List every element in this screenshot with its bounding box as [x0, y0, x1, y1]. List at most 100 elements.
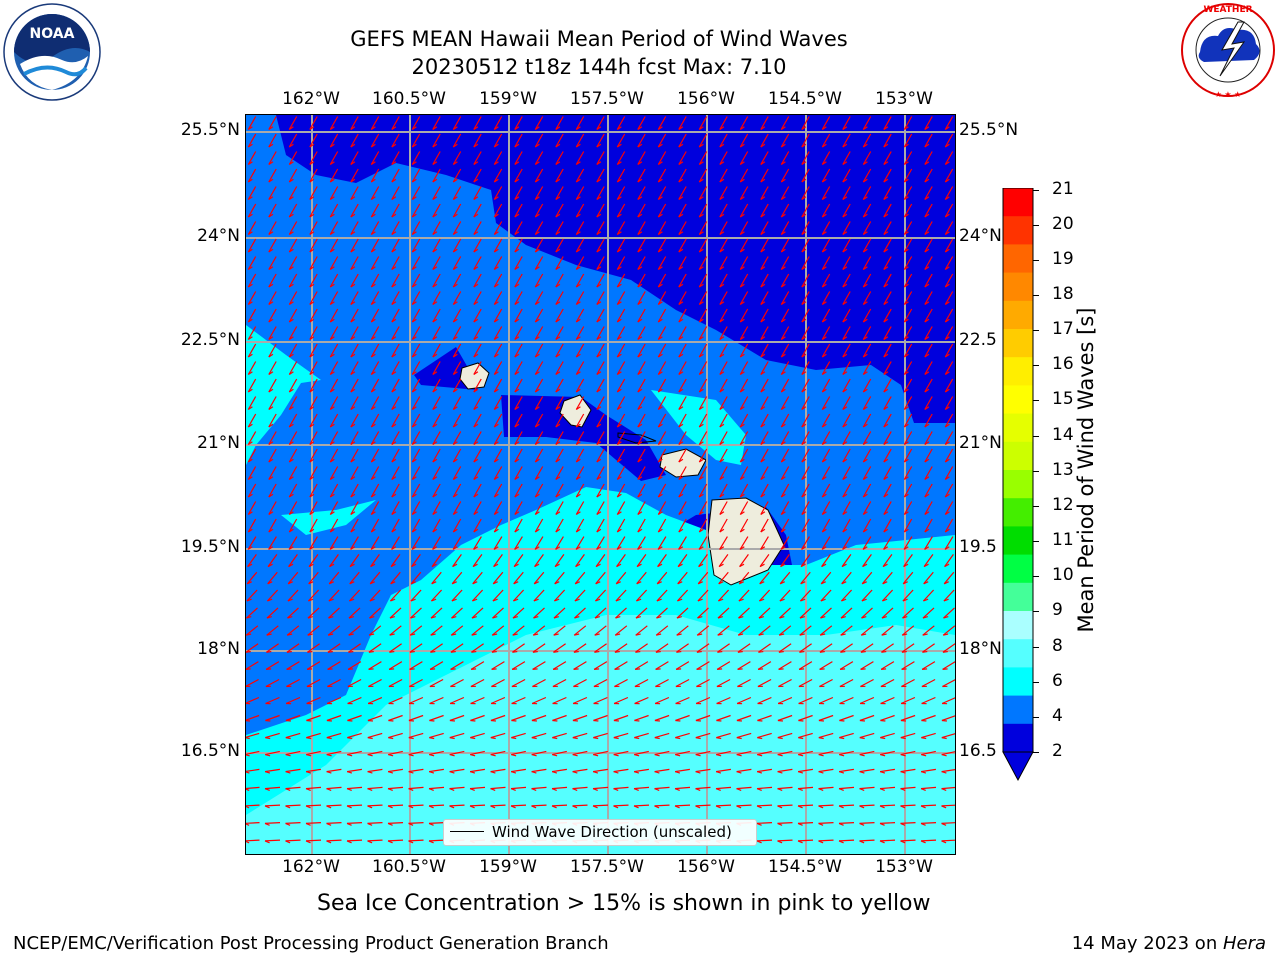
direction-arrow-head [739, 563, 745, 568]
direction-arrow [411, 413, 421, 428]
direction-arrow-head [575, 266, 581, 270]
direction-arrow [429, 661, 444, 670]
direction-arrow [534, 536, 544, 550]
direction-arrow-head [512, 650, 518, 653]
direction-arrow-head [842, 336, 848, 340]
direction-arrow [473, 203, 482, 218]
direction-arrow [924, 536, 933, 550]
direction-arrow-head [329, 161, 335, 165]
direction-arrow [678, 518, 687, 533]
direction-arrow [861, 571, 873, 585]
direction-arrow [452, 536, 462, 550]
direction-arrow-head [613, 719, 619, 722]
direction-arrow [309, 308, 318, 323]
direction-arrow [411, 466, 421, 480]
direction-arrow-head [842, 458, 848, 463]
direction-arrow-head [411, 248, 417, 253]
direction-arrow [473, 238, 482, 253]
direction-arrow [633, 804, 650, 807]
direction-arrow [514, 238, 523, 253]
direction-arrow-head [882, 563, 888, 568]
direction-arrow [944, 483, 954, 498]
direction-arrow [452, 554, 462, 567]
direction-arrow [944, 536, 954, 550]
direction-arrow [370, 396, 380, 410]
direction-arrow-head [268, 248, 274, 253]
direction-arrow [309, 518, 318, 533]
direction-arrow-head [920, 805, 926, 809]
direction-arrow [247, 308, 257, 323]
direction-arrow-head [654, 719, 660, 722]
direction-arrow [633, 786, 650, 790]
direction-arrow [924, 116, 933, 130]
direction-arrow-head [760, 546, 766, 550]
direction-arrow [288, 518, 298, 533]
direction-arrow-head [450, 668, 456, 670]
direction-arrow-head [551, 771, 558, 774]
direction-arrow-head [432, 196, 438, 200]
direction-arrow [246, 607, 258, 619]
direction-arrow [880, 714, 895, 722]
direction-arrow [268, 308, 277, 323]
direction-arrow-head [676, 650, 682, 653]
direction-arrow-head [880, 719, 886, 722]
direction-arrow [408, 804, 424, 807]
direction-arrow-head [842, 546, 848, 550]
direction-arrow [247, 168, 257, 183]
direction-arrow-head [695, 737, 701, 740]
direction-arrow [596, 133, 605, 148]
direction-arrow [387, 822, 404, 824]
lon-tick-bottom: 159°W [479, 857, 537, 877]
direction-arrow [596, 256, 605, 270]
direction-arrow-head [739, 248, 745, 253]
direction-arrow-head [633, 805, 639, 809]
direction-arrow-head [452, 248, 458, 253]
colorbar-tick-label: 17 [1052, 319, 1074, 339]
colorbar-tick-mark [1033, 576, 1039, 577]
direction-arrow-head [388, 737, 394, 740]
direction-arrow-head [801, 388, 807, 393]
direction-arrow [656, 607, 668, 619]
direction-arrow-head [678, 213, 684, 218]
direction-arrow-head [493, 143, 499, 148]
lat-tick-right: 16.5 [959, 741, 997, 761]
colorbar-segment [1003, 357, 1033, 386]
direction-arrow [780, 536, 790, 550]
direction-arrow-head [268, 161, 274, 165]
direction-arrow [309, 466, 318, 480]
direction-arrow [490, 714, 506, 722]
direction-arrow [821, 273, 831, 288]
direction-arrow [798, 750, 813, 756]
direction-arrow [859, 822, 875, 824]
direction-arrow-head [798, 719, 804, 722]
direction-arrow-head [675, 719, 681, 722]
direction-arrow [514, 221, 523, 235]
direction-arrow [719, 361, 728, 375]
direction-arrow-head [801, 353, 807, 358]
direction-arrow-head [920, 771, 927, 774]
direction-arrow-head [246, 840, 250, 844]
colorbar-segment [1003, 639, 1033, 668]
direction-arrow-head [780, 511, 786, 515]
direction-arrow [514, 133, 523, 148]
direction-arrow [555, 133, 564, 148]
direction-arrow-head [350, 388, 356, 393]
direction-arrow [432, 536, 441, 550]
direction-arrow-head [616, 563, 622, 568]
direction-arrow-head [883, 388, 889, 393]
direction-arrow [903, 501, 913, 515]
direction-arrow [780, 501, 790, 515]
colorbar-tick-mark [1033, 541, 1039, 542]
direction-arrow [391, 168, 400, 183]
direction-arrow [388, 661, 403, 670]
direction-arrow-head [944, 196, 950, 200]
direction-arrow-head [534, 126, 540, 130]
direction-arrow-head [410, 616, 416, 619]
direction-arrow [944, 238, 954, 253]
direction-arrow [452, 151, 462, 165]
direction-arrow [350, 291, 359, 305]
direction-arrow [636, 554, 647, 567]
direction-arrow [839, 678, 854, 688]
direction-arrow [288, 116, 298, 130]
direction-arrow [820, 607, 832, 619]
